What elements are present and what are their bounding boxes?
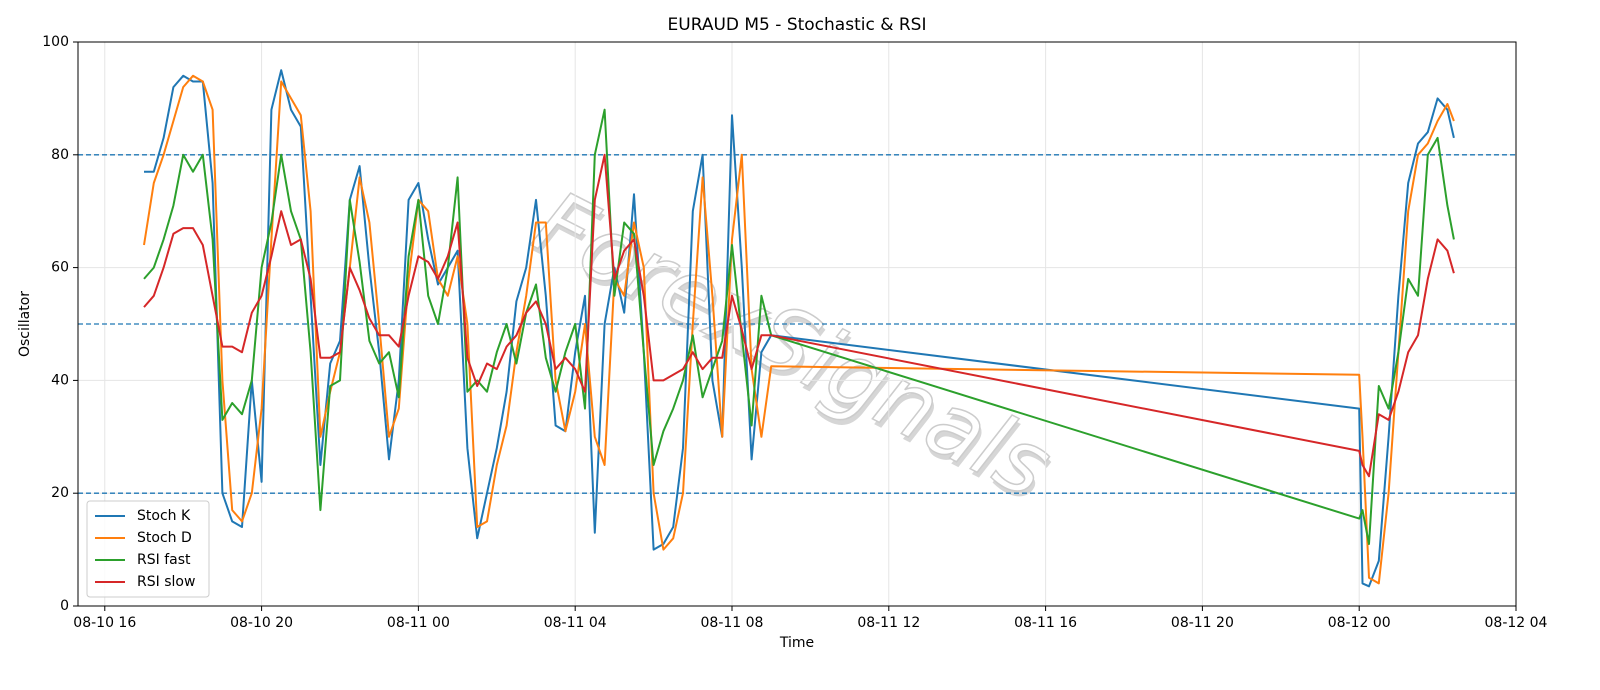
legend-label: RSI fast <box>137 552 191 568</box>
series-line <box>143 108 1455 545</box>
legend-label: RSI slow <box>137 574 195 590</box>
y-tick-label: 20 <box>51 485 69 501</box>
legend-label: Stoch D <box>137 530 192 546</box>
y-tick-label: 100 <box>42 34 69 50</box>
x-tick-label: 08-10 20 <box>230 615 293 631</box>
x-axis-label: Time <box>779 635 814 651</box>
series-line <box>143 153 1455 478</box>
y-tick-label: 80 <box>51 147 69 163</box>
plot-frame <box>77 41 1517 607</box>
x-tick-label: 08-12 00 <box>1328 615 1391 631</box>
watermark-text: ForexSignals <box>519 170 1067 517</box>
y-tick-label: 0 <box>60 598 69 614</box>
x-tick-label: 08-11 04 <box>544 615 607 631</box>
legend-label: Stoch K <box>137 508 191 524</box>
series-line <box>143 74 1455 585</box>
x-tick-label: 08-11 08 <box>701 615 764 631</box>
y-tick-label: 60 <box>51 260 69 276</box>
y-tick-label: 40 <box>51 372 69 388</box>
x-tick-label: 08-11 12 <box>857 615 920 631</box>
x-tick-label: 08-11 20 <box>1171 615 1234 631</box>
legend-box <box>86 500 210 598</box>
chart-title: EURAUD M5 - Stochastic & RSI <box>668 15 927 35</box>
x-tick-label: 08-12 04 <box>1485 615 1548 631</box>
x-tick-label: 08-11 16 <box>1014 615 1077 631</box>
x-tick-label: 08-11 00 <box>387 615 450 631</box>
y-axis-label: Oscillator <box>17 291 33 357</box>
x-tick-label: 08-10 16 <box>73 615 136 631</box>
